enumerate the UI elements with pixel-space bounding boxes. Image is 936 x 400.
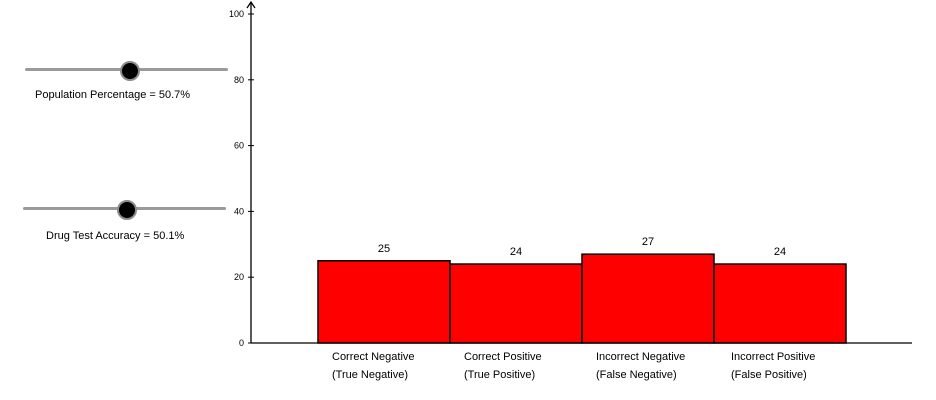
- y-tick-label: 20: [234, 272, 244, 282]
- category-label: Incorrect Positive: [731, 351, 815, 363]
- slider-handle[interactable]: [119, 61, 140, 81]
- bar: [317, 260, 451, 344]
- data-label: 25: [378, 243, 390, 255]
- drug-test-accuracy-slider[interactable]: [23, 197, 226, 221]
- category-label: (False Positive): [731, 369, 807, 381]
- bar: [713, 263, 847, 344]
- bar: [581, 253, 715, 344]
- y-tick-label: 60: [234, 141, 244, 151]
- category-label: (False Negative): [596, 369, 677, 381]
- drug-test-accuracy-label: Drug Test Accuracy = 50.1%: [46, 230, 185, 242]
- data-label: 27: [642, 236, 654, 248]
- y-axis-arrow: [246, 0, 256, 9]
- slider-handle[interactable]: [116, 200, 137, 220]
- bar: [449, 263, 583, 344]
- population-percentage-slider[interactable]: [25, 58, 228, 82]
- category-label: Correct Positive: [464, 351, 542, 363]
- category-label: Incorrect Negative: [596, 351, 685, 363]
- y-tick-label: 100: [229, 9, 244, 19]
- category-label: (True Positive): [464, 369, 535, 381]
- category-label: (True Negative): [332, 369, 408, 381]
- data-label: 24: [510, 246, 522, 258]
- data-label: 24: [774, 246, 786, 258]
- y-tick-label: 80: [234, 75, 244, 85]
- y-tick-label: 40: [234, 206, 244, 216]
- category-label: Correct Negative: [332, 351, 415, 363]
- y-tick-label: 0: [239, 338, 244, 348]
- population-percentage-label: Population Percentage = 50.7%: [35, 89, 191, 101]
